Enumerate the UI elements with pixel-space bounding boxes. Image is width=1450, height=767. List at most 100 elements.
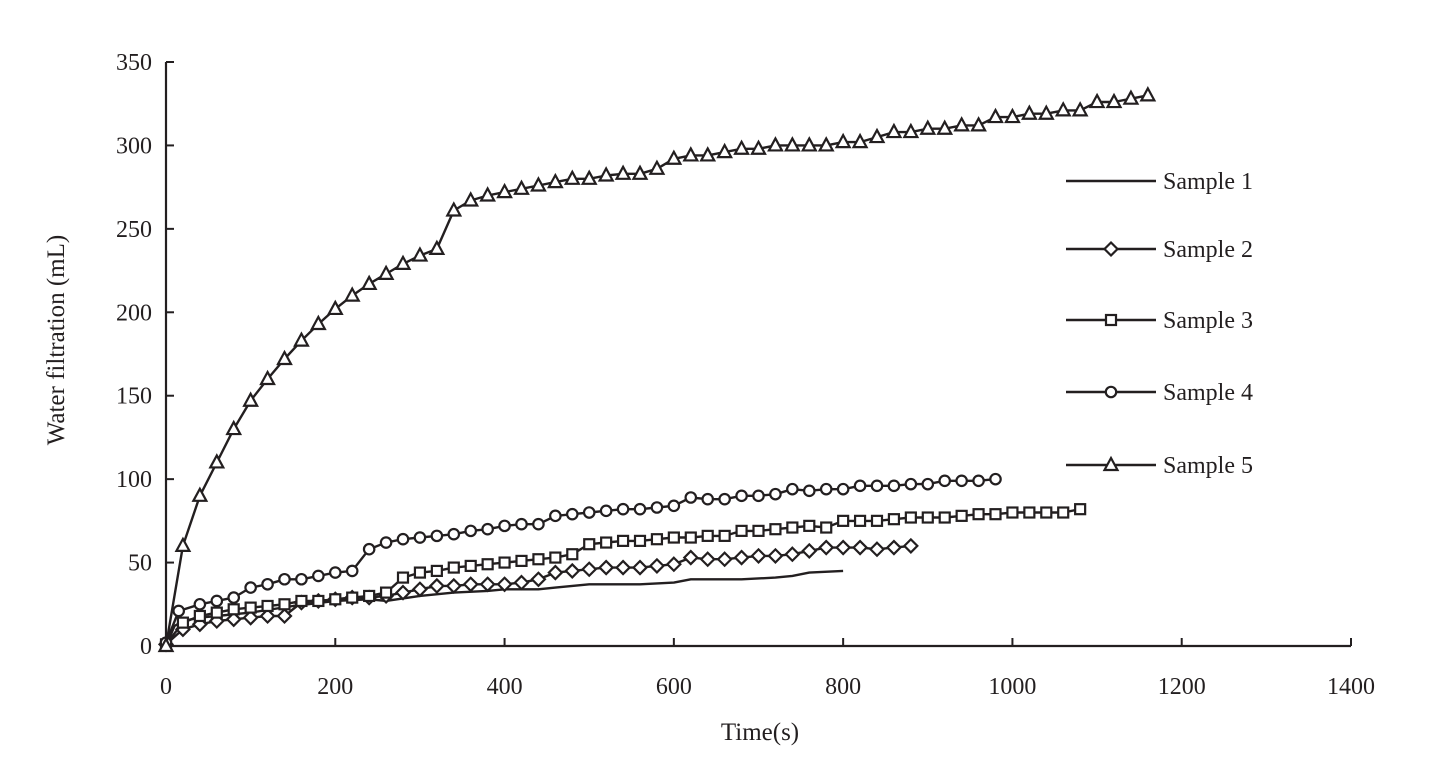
data-point <box>955 509 968 522</box>
data-point <box>938 511 951 524</box>
data-point <box>312 569 325 583</box>
data-point <box>244 581 257 594</box>
data-point <box>174 536 192 552</box>
y-axis-title: Water filtration (mL) <box>43 235 70 445</box>
data-point <box>820 521 833 534</box>
x-tick-label: 0 <box>160 674 172 700</box>
data-point <box>650 533 664 546</box>
data-point <box>447 561 460 574</box>
x-tick-label: 1200 <box>1158 674 1206 700</box>
data-point <box>396 532 410 546</box>
x-tick-label: 200 <box>317 674 353 700</box>
x-axis-title: Time(s) <box>721 719 799 746</box>
y-tick-label: 100 <box>116 467 152 493</box>
x-tick-label: 1000 <box>988 674 1036 700</box>
data-point <box>481 522 494 536</box>
data-point <box>242 391 259 407</box>
data-point <box>259 369 276 386</box>
data-point <box>735 489 748 503</box>
data-point <box>193 609 206 623</box>
data-point <box>259 607 276 625</box>
data-point <box>648 557 665 574</box>
data-point <box>887 513 901 526</box>
data-point <box>210 594 224 608</box>
data-point <box>172 604 185 618</box>
legend-marker <box>1102 240 1120 258</box>
data-point <box>1006 506 1019 519</box>
data-point <box>633 534 647 547</box>
y-tick-label: 50 <box>128 551 152 577</box>
data-point <box>752 489 765 503</box>
data-point <box>1021 104 1038 120</box>
data-point <box>430 529 444 543</box>
data-point <box>735 524 748 537</box>
x-tick-label: 800 <box>825 674 861 700</box>
data-point <box>396 571 410 584</box>
data-point <box>938 474 952 488</box>
data-point <box>868 541 886 558</box>
data-point <box>445 201 463 217</box>
data-point <box>1122 89 1140 105</box>
y-tick-label: 250 <box>116 217 152 243</box>
axes: 0 200 400 600 800 1000 1200 1400 0 50 100 150 200 250… <box>116 50 1375 700</box>
data-point <box>193 597 207 611</box>
data-point <box>227 603 240 616</box>
data-point <box>1004 107 1021 124</box>
data-point <box>987 107 1004 124</box>
series-layer <box>157 86 1157 653</box>
data-point <box>343 286 361 302</box>
data-point <box>582 506 596 519</box>
data-point <box>616 502 630 516</box>
data-point <box>345 564 359 578</box>
data-point <box>752 524 765 537</box>
x-tick-label: 400 <box>487 674 523 700</box>
data-point <box>328 566 342 579</box>
legend-entry: Sample 3 <box>1066 308 1253 334</box>
data-point <box>278 572 291 586</box>
data-point <box>818 539 835 556</box>
series-4 <box>159 472 1002 649</box>
data-point <box>682 549 699 566</box>
y-tick-label: 300 <box>116 133 152 159</box>
data-point <box>936 119 954 135</box>
legend-label: Sample 2 <box>1163 237 1253 263</box>
data-point <box>819 482 833 496</box>
data-point <box>955 474 968 488</box>
data-point <box>210 606 223 619</box>
data-point <box>853 514 867 527</box>
series-line <box>164 477 996 644</box>
data-point <box>648 159 666 175</box>
data-point <box>633 502 647 516</box>
data-point <box>699 551 716 568</box>
data-point <box>462 576 479 593</box>
data-point <box>176 616 190 629</box>
data-point <box>665 149 683 165</box>
data-point <box>834 132 852 149</box>
data-point <box>970 116 987 132</box>
data-point <box>870 479 884 493</box>
data-point <box>784 546 801 563</box>
data-point <box>836 482 850 496</box>
data-point <box>921 511 934 524</box>
data-point <box>445 577 462 594</box>
data-point <box>496 182 513 199</box>
data-point <box>496 576 513 593</box>
data-point <box>312 594 325 608</box>
data-point <box>276 349 293 366</box>
data-point <box>667 499 681 513</box>
data-point <box>921 477 935 491</box>
data-point <box>464 559 477 573</box>
data-point <box>346 591 359 604</box>
data-point <box>665 556 682 573</box>
data-point <box>1088 92 1106 109</box>
x-tick-label: 600 <box>656 674 692 700</box>
data-point <box>750 547 767 564</box>
series-3 <box>159 503 1087 651</box>
data-point <box>580 169 598 185</box>
data-point <box>887 479 901 493</box>
data-point <box>428 239 446 255</box>
series-5 <box>157 86 1157 653</box>
data-point <box>631 559 649 576</box>
data-point <box>479 186 496 202</box>
